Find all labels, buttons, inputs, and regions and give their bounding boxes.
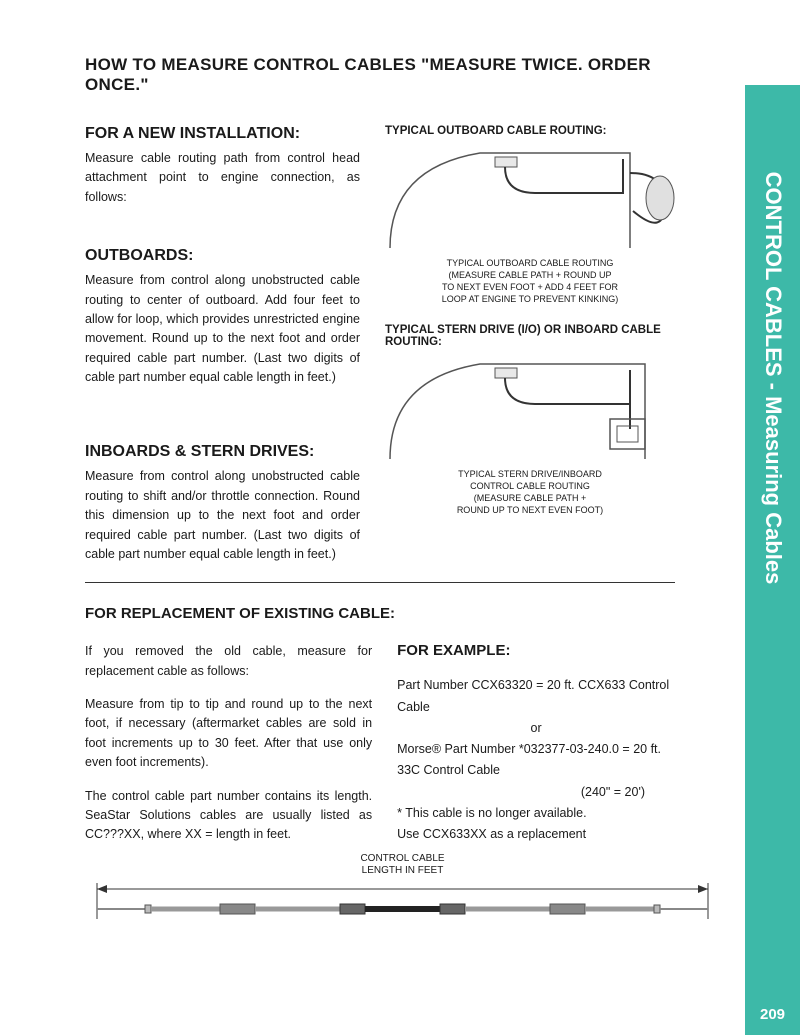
fig1-caption: TYPICAL OUTBOARD CABLE ROUTING (MEASURE … [385,257,675,306]
inboard-diagram [385,354,675,464]
replacement-p1: If you removed the old cable, measure fo… [85,642,372,681]
cable-label: CONTROL CABLE LENGTH IN FEET [85,853,720,877]
page-number: 209 [745,1006,800,1023]
fig2-title: TYPICAL STERN DRIVE (I/O) OR INBOARD CAB… [385,324,675,348]
outboards-body: Measure from control along unobstructed … [85,271,360,387]
outboard-diagram [385,143,675,253]
inboards-heading: INBOARDS & STERN DRIVES: [85,443,360,461]
fig1-title: TYPICAL OUTBOARD CABLE ROUTING: [385,125,675,137]
divider [85,582,675,583]
cable-length-diagram [85,879,720,929]
side-tab-label: CONTROL CABLES - Measuring Cables [760,172,786,585]
example-heading: FOR EXAMPLE: [397,642,675,659]
side-tab: CONTROL CABLES - Measuring Cables 209 [745,85,800,1035]
outboards-heading: OUTBOARDS: [85,247,360,265]
fig2-caption: TYPICAL STERN DRIVE/INBOARD CONTROL CABL… [385,468,675,517]
new-install-heading: FOR A NEW INSTALLATION: [85,125,360,143]
example-body: Part Number CCX63320 = 20 ft. CCX633 Con… [397,675,675,845]
replacement-heading: FOR REPLACEMENT OF EXISTING CABLE: [85,605,675,622]
inboards-body: Measure from control along unobstructed … [85,467,360,564]
page-content: HOW TO MEASURE CONTROL CABLES "MEASURE T… [0,0,745,949]
new-install-body: Measure cable routing path from control … [85,149,360,207]
replacement-p3: The control cable part number contains i… [85,787,372,845]
main-title: HOW TO MEASURE CONTROL CABLES "MEASURE T… [85,55,675,95]
replacement-p2: Measure from tip to tip and round up to … [85,695,372,773]
cable-diagram-container: CONTROL CABLE LENGTH IN FEET [85,853,720,929]
